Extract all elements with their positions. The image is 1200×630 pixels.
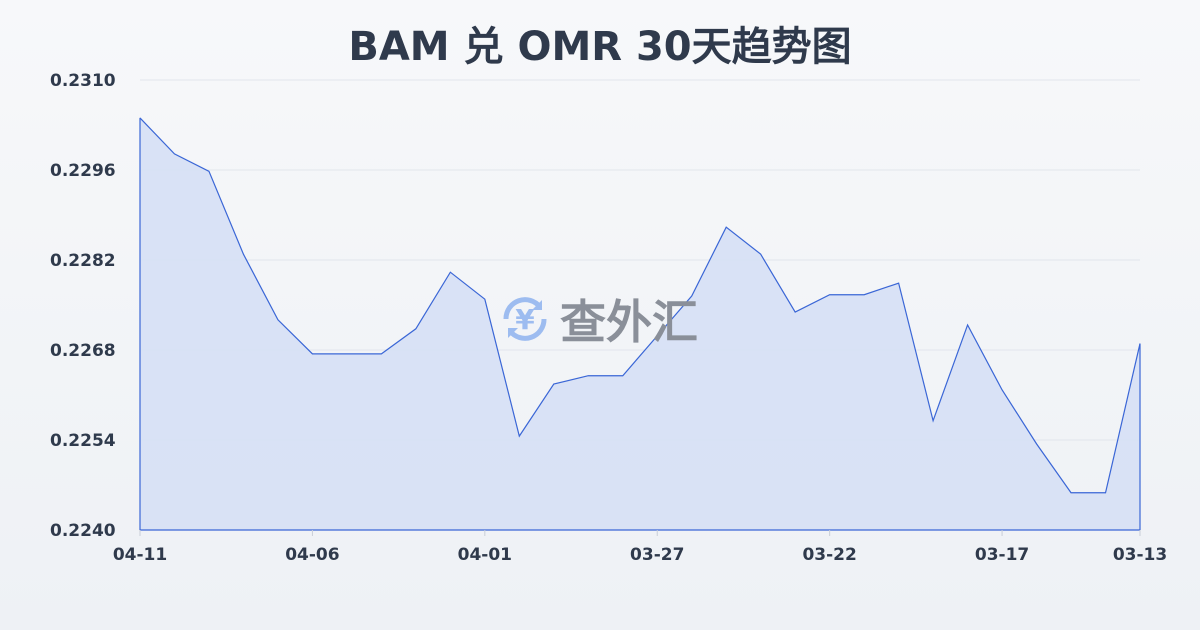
x-tick-label: 04-01 bbox=[458, 545, 512, 565]
x-tick-label: 03-17 bbox=[975, 545, 1029, 565]
y-tick-label: 0.2310 bbox=[50, 71, 116, 91]
y-tick-label: 0.2254 bbox=[50, 431, 116, 451]
x-tick-label: 03-13 bbox=[1113, 545, 1167, 565]
x-tick-label: 04-06 bbox=[285, 545, 339, 565]
svg-text:¥: ¥ bbox=[515, 303, 535, 336]
y-tick-label: 0.2282 bbox=[50, 251, 116, 271]
y-tick-label: 0.2296 bbox=[50, 161, 116, 181]
x-tick-label: 03-22 bbox=[802, 545, 856, 565]
x-tick-label: 03-27 bbox=[630, 545, 684, 565]
chart-title: BAM 兑 OMR 30天趋势图 bbox=[348, 24, 852, 70]
y-tick-label: 0.2268 bbox=[50, 341, 116, 361]
y-tick-label: 0.2240 bbox=[50, 521, 116, 541]
watermark: ¥ 查外汇 bbox=[498, 286, 698, 352]
area-fill bbox=[140, 117, 1140, 530]
x-tick-label: 04-11 bbox=[113, 545, 167, 565]
currency-exchange-icon: ¥ bbox=[503, 297, 547, 341]
series-line bbox=[139, 117, 1141, 494]
